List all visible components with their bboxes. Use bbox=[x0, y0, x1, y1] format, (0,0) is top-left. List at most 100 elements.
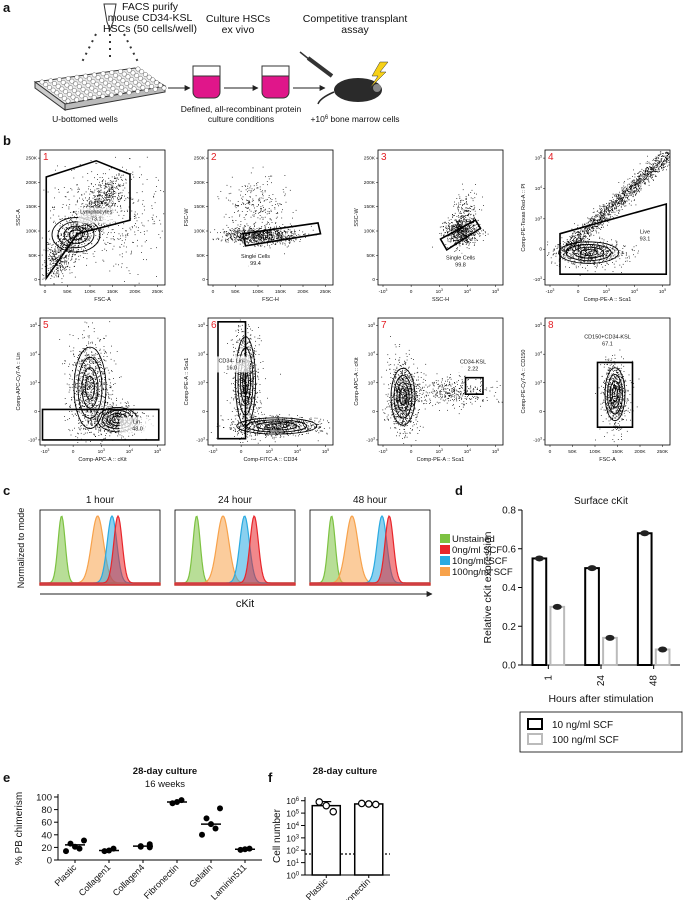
event-dot bbox=[68, 208, 70, 210]
event-dot bbox=[60, 250, 61, 252]
event-dot bbox=[581, 229, 583, 231]
event-dot bbox=[456, 222, 458, 223]
event-dot bbox=[90, 224, 92, 226]
event-dot bbox=[462, 231, 463, 232]
event-dot bbox=[141, 222, 143, 224]
event-dot bbox=[468, 224, 470, 226]
event-dot bbox=[73, 249, 75, 251]
event-dot bbox=[256, 183, 257, 184]
event-dot bbox=[122, 217, 124, 219]
event-dot bbox=[74, 265, 75, 267]
event-dot bbox=[87, 180, 89, 182]
event-dot bbox=[268, 208, 270, 209]
event-dot bbox=[106, 204, 108, 205]
event-dot bbox=[467, 203, 468, 205]
event-dot bbox=[465, 217, 467, 218]
event-dot bbox=[443, 230, 444, 232]
event-dot bbox=[124, 195, 125, 197]
event-dot bbox=[58, 191, 60, 193]
event-dot bbox=[463, 212, 465, 214]
event-dot bbox=[69, 204, 71, 205]
event-dot bbox=[52, 255, 54, 257]
y-tick-label: 100K bbox=[364, 229, 376, 235]
event-dot bbox=[68, 206, 70, 208]
event-dot bbox=[68, 224, 69, 226]
event-dot bbox=[99, 177, 101, 178]
event-dot bbox=[118, 189, 119, 190]
event-dot bbox=[235, 237, 237, 239]
event-dot bbox=[596, 214, 598, 216]
event-dot bbox=[134, 231, 136, 233]
gate bbox=[242, 222, 322, 247]
event-dot bbox=[279, 238, 280, 240]
event-dot bbox=[624, 186, 626, 188]
event-dot bbox=[579, 240, 580, 242]
event-dot bbox=[650, 175, 652, 176]
event-dot bbox=[258, 239, 260, 240]
well bbox=[99, 77, 105, 83]
event-dot bbox=[116, 211, 118, 213]
event-dot bbox=[255, 241, 257, 242]
event-dot bbox=[96, 195, 98, 196]
event-dot bbox=[451, 226, 452, 228]
event-dot bbox=[659, 155, 661, 157]
event-dot bbox=[107, 226, 109, 228]
caption: U-bottomed wells bbox=[52, 114, 118, 124]
event-dot bbox=[130, 253, 132, 255]
event-dot bbox=[574, 246, 576, 248]
event-dot bbox=[46, 273, 48, 274]
event-dot bbox=[90, 204, 92, 206]
event-dot bbox=[76, 250, 77, 252]
event-dot bbox=[458, 229, 460, 231]
event-dot bbox=[457, 226, 459, 228]
event-dot bbox=[57, 268, 59, 269]
event-dot bbox=[141, 213, 143, 215]
event-dot bbox=[72, 234, 74, 236]
event-dot bbox=[276, 230, 277, 232]
well bbox=[51, 81, 57, 86]
event-dot bbox=[53, 221, 54, 223]
event-dot bbox=[470, 223, 472, 225]
event-dot bbox=[259, 186, 261, 188]
event-dot bbox=[102, 201, 103, 202]
event-dot bbox=[98, 206, 99, 207]
event-dot bbox=[108, 190, 110, 191]
event-dot bbox=[52, 253, 54, 255]
event-dot bbox=[77, 241, 79, 243]
event-dot bbox=[623, 194, 625, 196]
event-dot bbox=[74, 211, 76, 213]
event-dot bbox=[254, 246, 256, 247]
event-dot bbox=[82, 203, 84, 204]
event-dot bbox=[144, 233, 145, 235]
well bbox=[93, 88, 98, 94]
event-dot bbox=[80, 234, 82, 235]
event-dot bbox=[268, 195, 270, 196]
event-dot bbox=[644, 177, 645, 179]
event-dot bbox=[264, 200, 265, 202]
event-dot bbox=[661, 166, 663, 168]
event-dot bbox=[51, 247, 53, 248]
event-dot bbox=[76, 240, 77, 241]
event-dot bbox=[76, 224, 78, 226]
event-dot bbox=[97, 179, 98, 180]
event-dot bbox=[49, 243, 51, 245]
event-dot bbox=[658, 160, 660, 162]
event-dot bbox=[121, 256, 123, 258]
event-dot bbox=[253, 233, 255, 234]
event-dot bbox=[467, 208, 469, 209]
event-dot bbox=[64, 246, 66, 248]
event-dot bbox=[474, 238, 475, 240]
event-dot bbox=[135, 214, 137, 216]
event-dot bbox=[465, 221, 467, 222]
event-dot bbox=[275, 231, 276, 233]
event-dot bbox=[234, 241, 235, 243]
event-dot bbox=[66, 247, 68, 248]
event-dot bbox=[619, 198, 621, 199]
event-dot bbox=[62, 239, 64, 240]
event-dot bbox=[449, 223, 450, 225]
event-dot bbox=[77, 227, 79, 228]
event-dot bbox=[240, 240, 241, 242]
event-dot bbox=[63, 232, 64, 234]
event-dot bbox=[453, 224, 455, 225]
event-dot bbox=[107, 233, 108, 235]
